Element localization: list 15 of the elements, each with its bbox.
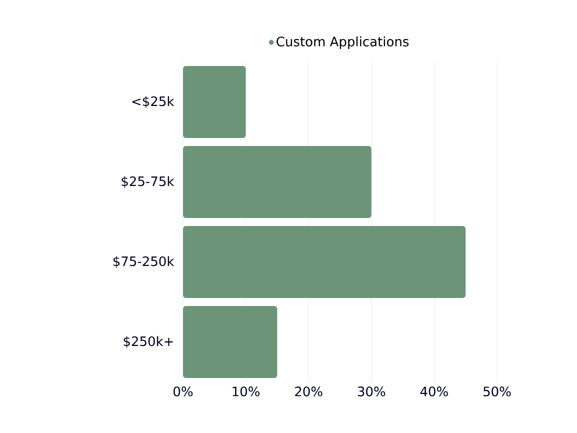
bar bbox=[183, 146, 372, 218]
x-tick-label: 0% bbox=[174, 386, 193, 396]
y-tick-label: $250k+ bbox=[124, 336, 173, 348]
x-tick-label: 10% bbox=[232, 386, 260, 396]
x-tick-label: 50% bbox=[484, 386, 511, 396]
x-tick-label: 20% bbox=[295, 386, 322, 396]
x-tick-label: 40% bbox=[420, 386, 448, 396]
y-tick-label: <$25k bbox=[132, 96, 174, 108]
legend-label: Custom Applications bbox=[276, 36, 409, 49]
y-tick-label: $25-75k bbox=[122, 176, 174, 188]
y-tick-label: $75-250k bbox=[113, 256, 174, 268]
bar bbox=[183, 306, 278, 378]
bar bbox=[183, 66, 246, 138]
bar bbox=[183, 226, 466, 298]
x-tick-label: 30% bbox=[358, 386, 386, 396]
